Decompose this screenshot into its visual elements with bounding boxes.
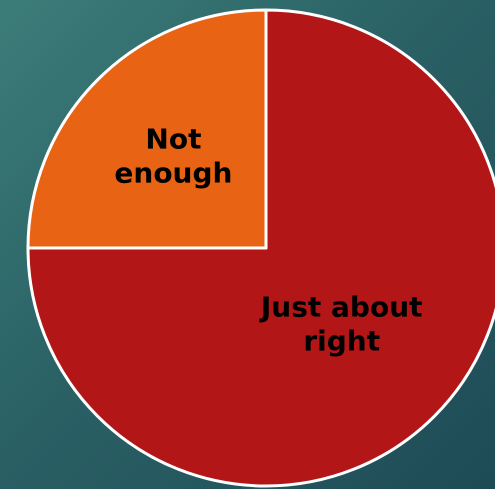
pie-slices — [26, 8, 495, 488]
pie-labels: Just about right Not enough — [114, 122, 422, 357]
pie-slice-1 — [26, 8, 268, 250]
pie-slice-label-line: enough — [114, 156, 232, 189]
pie-slice-label-0: Just about right — [259, 291, 423, 358]
pie-slice-label-1: Not enough — [114, 122, 232, 189]
pie-slice-0 — [26, 8, 495, 488]
pie-slice-label-line: Just about — [259, 291, 423, 324]
pie-slice-label-line: right — [303, 325, 380, 358]
pie-slice-label-line: Not — [145, 122, 201, 155]
